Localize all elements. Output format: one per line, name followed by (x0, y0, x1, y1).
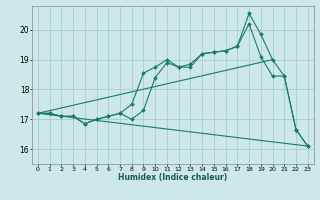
X-axis label: Humidex (Indice chaleur): Humidex (Indice chaleur) (118, 173, 228, 182)
